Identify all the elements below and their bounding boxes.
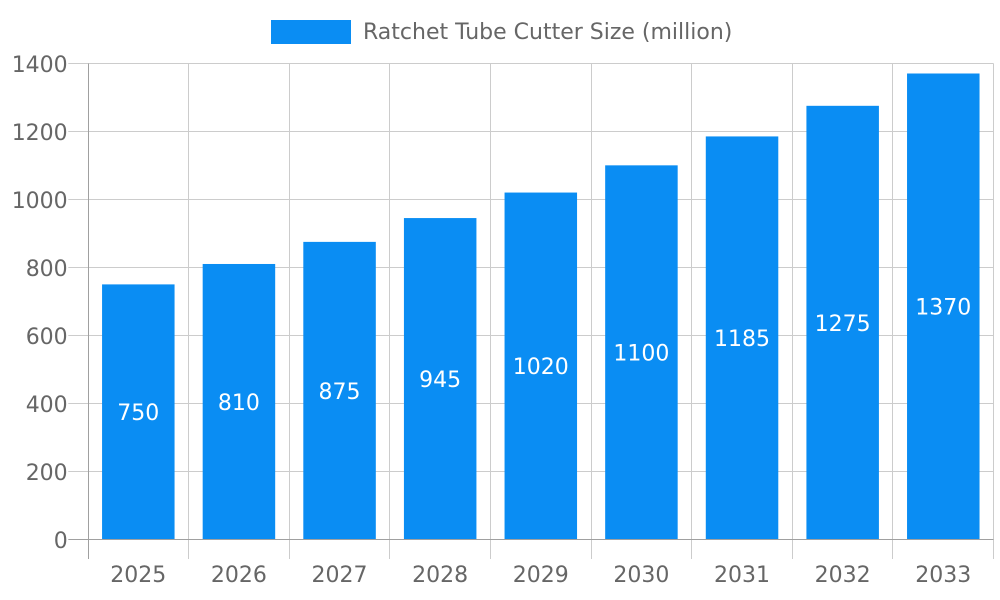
svg-text:1020: 1020 [513, 355, 569, 380]
svg-text:1100: 1100 [613, 342, 669, 367]
svg-text:2028: 2028 [412, 563, 468, 588]
svg-text:2029: 2029 [513, 563, 569, 588]
svg-text:945: 945 [419, 368, 461, 393]
svg-text:2030: 2030 [613, 563, 669, 588]
svg-text:1200: 1200 [12, 121, 68, 146]
svg-text:200: 200 [26, 461, 68, 486]
svg-text:1370: 1370 [915, 296, 971, 321]
svg-text:2026: 2026 [211, 563, 267, 588]
svg-text:600: 600 [26, 325, 68, 350]
svg-text:800: 800 [26, 257, 68, 282]
svg-text:Ratchet Tube Cutter Size (mill: Ratchet Tube Cutter Size (million) [363, 20, 732, 45]
svg-text:2031: 2031 [714, 563, 770, 588]
svg-text:2027: 2027 [312, 563, 368, 588]
svg-text:2025: 2025 [110, 563, 166, 588]
svg-text:1400: 1400 [12, 53, 68, 78]
svg-text:1185: 1185 [714, 327, 770, 352]
svg-text:2033: 2033 [915, 563, 971, 588]
svg-text:875: 875 [319, 380, 361, 405]
svg-text:1000: 1000 [12, 189, 68, 214]
svg-text:0: 0 [54, 529, 68, 554]
svg-text:2032: 2032 [815, 563, 871, 588]
svg-text:810: 810 [218, 391, 260, 416]
svg-text:1275: 1275 [815, 312, 871, 337]
svg-text:400: 400 [26, 393, 68, 418]
svg-text:750: 750 [117, 401, 159, 426]
